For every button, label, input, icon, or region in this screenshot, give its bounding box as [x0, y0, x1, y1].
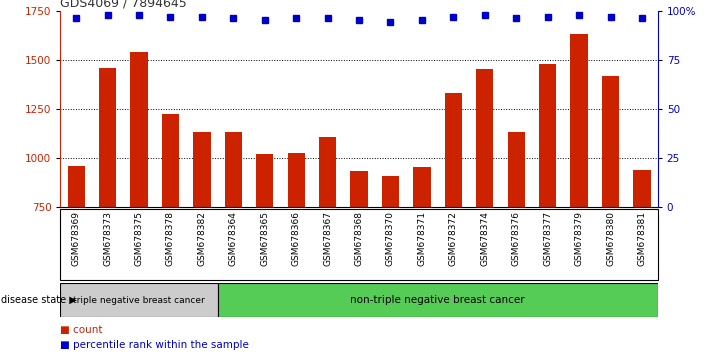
Bar: [508, 132, 525, 207]
Text: GSM678381: GSM678381: [638, 211, 646, 266]
Bar: [539, 64, 556, 207]
Bar: [99, 68, 116, 207]
Text: GSM678369: GSM678369: [72, 211, 80, 266]
Text: GSM678380: GSM678380: [606, 211, 615, 266]
Bar: [193, 132, 210, 207]
Text: GSM678375: GSM678375: [134, 211, 144, 266]
Bar: [602, 76, 619, 207]
Text: GSM678377: GSM678377: [543, 211, 552, 266]
Bar: [162, 114, 179, 207]
Text: disease state ▶: disease state ▶: [1, 295, 77, 305]
Text: non-triple negative breast cancer: non-triple negative breast cancer: [351, 295, 525, 305]
Text: GSM678367: GSM678367: [323, 211, 332, 266]
FancyBboxPatch shape: [218, 283, 658, 317]
Bar: [476, 69, 493, 207]
Text: GDS4069 / 7894645: GDS4069 / 7894645: [60, 0, 187, 10]
Bar: [319, 137, 336, 207]
Bar: [287, 153, 305, 207]
Text: triple negative breast cancer: triple negative breast cancer: [73, 296, 205, 304]
Bar: [256, 154, 274, 207]
Text: GSM678378: GSM678378: [166, 211, 175, 266]
Bar: [130, 52, 148, 207]
Text: GSM678365: GSM678365: [260, 211, 269, 266]
Text: GSM678373: GSM678373: [103, 211, 112, 266]
Text: GSM678368: GSM678368: [355, 211, 363, 266]
Text: GSM678372: GSM678372: [449, 211, 458, 266]
Text: GSM678376: GSM678376: [512, 211, 520, 266]
Text: GSM678370: GSM678370: [386, 211, 395, 266]
Bar: [351, 171, 368, 207]
Text: GSM678382: GSM678382: [198, 211, 206, 266]
Bar: [413, 167, 431, 207]
Bar: [570, 34, 588, 207]
FancyBboxPatch shape: [60, 283, 218, 317]
Text: GSM678364: GSM678364: [229, 211, 237, 266]
Bar: [444, 93, 462, 207]
Bar: [634, 170, 651, 207]
Bar: [382, 176, 399, 207]
Text: ■ percentile rank within the sample: ■ percentile rank within the sample: [60, 341, 250, 350]
Text: GSM678371: GSM678371: [417, 211, 427, 266]
Text: ■ count: ■ count: [60, 325, 103, 335]
Text: GSM678366: GSM678366: [292, 211, 301, 266]
Text: GSM678379: GSM678379: [574, 211, 584, 266]
Text: GSM678374: GSM678374: [481, 211, 489, 266]
Bar: [68, 166, 85, 207]
Bar: [225, 132, 242, 207]
